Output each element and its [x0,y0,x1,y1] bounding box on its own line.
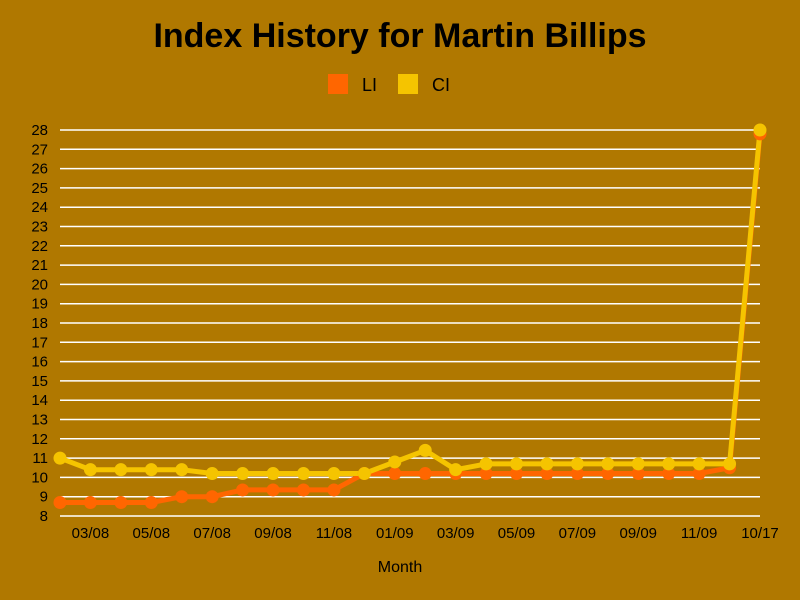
legend-label-li: LI [362,75,377,95]
y-tick-label: 13 [31,412,48,429]
y-tick-label: 28 [31,122,48,139]
data-point-ci [449,463,463,477]
series-line-li [60,133,763,505]
data-point-li [144,495,158,509]
data-point-li [570,467,584,481]
data-point-ci [723,457,737,471]
y-tick-label: 15 [31,373,48,390]
x-axis-ticks: 03/08 05/08 07/08 09/08 11/08 01/09 03/09 05/09… [72,525,779,542]
y-tick-label: 25 [31,180,48,197]
series-points [53,123,767,509]
data-point-li [83,495,97,509]
data-point-ci [83,463,97,477]
y-tick-label: 18 [31,315,48,332]
y-tick-label: 12 [31,431,48,448]
x-tick-label: 10/17 [741,525,779,542]
data-point-ci [114,463,128,477]
data-point-li [53,495,67,509]
data-point-ci [692,457,706,471]
data-point-ci [53,451,67,465]
data-point-li [692,467,706,481]
data-point-ci [570,457,584,471]
y-tick-label: 27 [31,141,48,158]
y-tick-label: 11 [32,450,48,467]
x-tick-label: 03/08 [72,525,110,542]
data-point-ci [753,123,767,137]
data-point-ci [205,467,219,481]
data-point-li [479,467,493,481]
data-point-ci [175,463,189,477]
y-tick-label: 9 [40,489,48,506]
legend-label-ci: CI [432,75,450,95]
data-point-li [631,467,645,481]
y-tick-label: 22 [31,238,48,255]
legend-swatch-ci [398,74,418,94]
x-tick-label: 11/08 [316,525,352,542]
data-point-ci [388,455,402,469]
y-tick-label: 23 [31,219,48,236]
data-point-ci [236,467,250,481]
data-point-ci [357,467,371,481]
x-tick-label: 01/09 [376,525,414,542]
legend-swatch-li [328,74,348,94]
legend: LI CI [328,74,450,95]
data-point-li [296,483,310,497]
x-tick-label: 09/09 [619,525,657,542]
data-point-li [205,490,219,504]
series-lines [59,129,763,505]
y-tick-label: 19 [31,296,48,313]
x-tick-label: 05/08 [133,525,171,542]
data-point-li [236,483,250,497]
data-point-li [662,467,676,481]
y-tick-label: 10 [31,469,48,486]
data-point-li [266,483,280,497]
y-tick-label: 17 [31,334,48,351]
gridlines [60,129,760,517]
x-tick-label: 09/08 [254,525,292,542]
data-point-li [388,467,402,481]
data-point-ci [418,443,432,457]
series-line-ci [59,129,763,476]
data-point-ci [510,457,524,471]
y-tick-label: 24 [31,199,48,216]
data-point-li [510,467,524,481]
data-point-li [540,467,554,481]
x-tick-label: 07/08 [193,525,231,542]
data-point-ci [144,463,158,477]
y-tick-label: 8 [40,508,48,525]
y-tick-label: 21 [31,257,48,274]
data-point-ci [266,467,280,481]
x-tick-label: 03/09 [437,525,475,542]
y-tick-label: 14 [31,392,48,409]
y-axis-ticks: 8 9 10 11 12 13 14 15 16 17 18 19 20 21 22 23 24 25 26 27 28 [31,122,48,525]
data-point-li [175,490,189,504]
data-point-ci [540,457,554,471]
data-point-ci [327,467,341,481]
data-point-ci [662,457,676,471]
data-point-li [418,467,432,481]
data-point-ci [479,457,493,471]
data-point-li [327,483,341,497]
x-tick-label: 11/09 [681,525,717,542]
data-point-ci [631,457,645,471]
data-point-li [601,467,615,481]
data-point-ci [601,457,615,471]
chart-title: Index History for Martin Billips [153,17,646,55]
y-tick-label: 16 [31,354,48,371]
data-point-ci [296,467,310,481]
data-point-li [114,495,128,509]
x-tick-label: 05/09 [498,525,536,542]
x-tick-label: 07/09 [559,525,597,542]
y-tick-label: 20 [31,276,48,293]
y-tick-label: 26 [31,161,48,178]
x-axis-label: Month [378,559,422,576]
